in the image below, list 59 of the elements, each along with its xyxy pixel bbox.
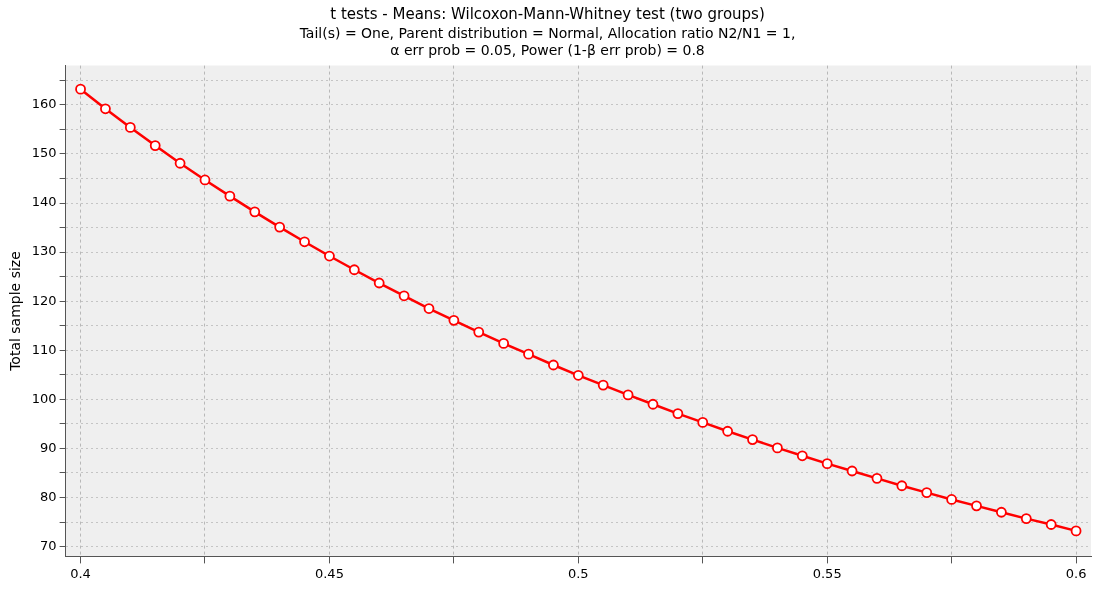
- point: [772, 442, 783, 454]
- point: [672, 408, 684, 419]
- point: [572, 369, 584, 381]
- point: [896, 480, 908, 492]
- y-tick-label: 160: [31, 96, 57, 112]
- y-tick-label: 100: [31, 390, 57, 406]
- point: [100, 103, 111, 115]
- point: [697, 417, 709, 428]
- point: [796, 450, 808, 462]
- point: [1070, 525, 1082, 537]
- point: [149, 140, 161, 151]
- point: [174, 157, 186, 169]
- point: [498, 337, 510, 349]
- point: [373, 277, 385, 289]
- y-tick-label: 70: [40, 537, 57, 553]
- point: [448, 314, 460, 326]
- point: [423, 303, 435, 314]
- x-tick-label: 0.4: [70, 565, 91, 581]
- point: [548, 359, 559, 371]
- x-tick-label: 0.5: [567, 565, 589, 581]
- point: [722, 425, 734, 437]
- point: [274, 221, 286, 233]
- point: [871, 472, 883, 484]
- y-tick-label: 80: [40, 488, 57, 504]
- point: [622, 389, 634, 401]
- point: [199, 174, 211, 186]
- point: [124, 122, 136, 133]
- point: [523, 348, 534, 360]
- y-tick-label: 110: [31, 341, 57, 357]
- point: [996, 506, 1007, 518]
- point: [473, 326, 485, 338]
- y-axis-title: Total sample size: [7, 251, 24, 372]
- point: [921, 487, 933, 498]
- y-tick-label: 130: [31, 243, 57, 259]
- point: [75, 83, 86, 95]
- point: [747, 434, 758, 445]
- point: [299, 236, 310, 248]
- point: [821, 458, 833, 470]
- y-tick-label: 150: [31, 145, 57, 161]
- x-tick-label: 0.6: [1065, 565, 1087, 581]
- y-tick-label: 120: [31, 292, 57, 308]
- point: [946, 494, 958, 505]
- point: [224, 190, 236, 202]
- point: [597, 379, 609, 391]
- y-tick-label: 90: [40, 439, 57, 455]
- point: [249, 206, 261, 218]
- point: [398, 290, 410, 302]
- point: [971, 500, 982, 512]
- point: [348, 264, 360, 276]
- point: [846, 465, 858, 477]
- point: [647, 398, 659, 410]
- chart-subtitle: Tail(s) = One, Parent distribution = Normal, Allocation ratio N2/N1 = 1, α err prob = 0.05, Power (1-β err prob) = 0.8: [298, 25, 796, 58]
- x-tick-label: 0.45: [314, 565, 344, 581]
- point: [1020, 513, 1032, 525]
- chart-title: t tests - Means: Wilcoxon-Mann-Whitney test (two groups): [330, 4, 765, 23]
- x-tick-label: 0.55: [812, 565, 842, 581]
- point: [324, 250, 335, 262]
- point: [1045, 519, 1057, 530]
- y-tick-label: 140: [31, 194, 57, 210]
